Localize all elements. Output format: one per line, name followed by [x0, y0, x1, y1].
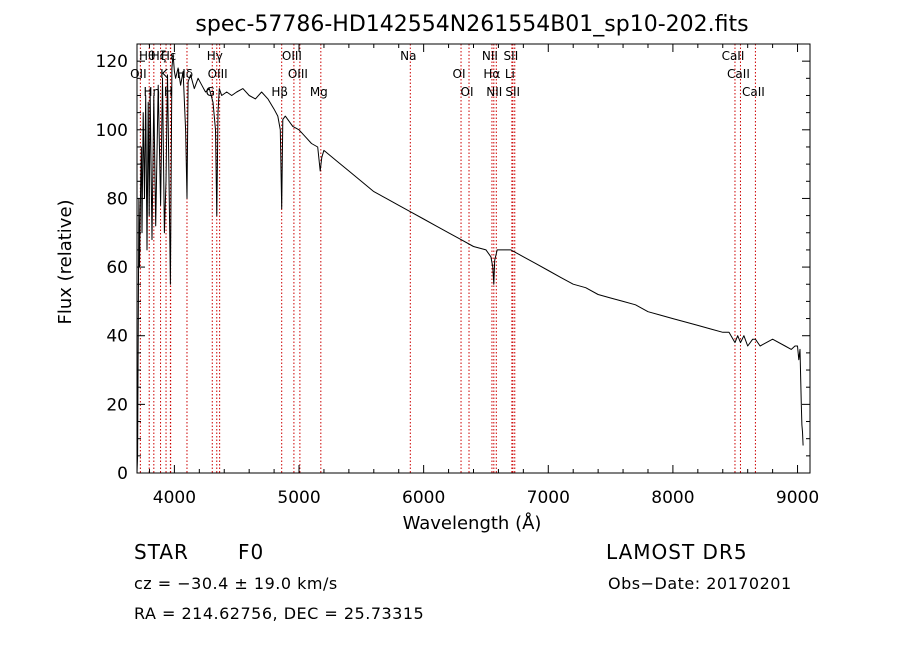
x-axis: 4000 5000 6000 7000 8000 9000	[148, 44, 819, 508]
line-marker-label: Na	[400, 49, 416, 63]
line-marker-label: SII	[504, 49, 519, 63]
chart-title: spec-57786-HD142554N261554B01_sp10-202.f…	[195, 12, 748, 37]
y-axis: 0 20 40 60 80 100 120	[96, 52, 810, 484]
line-marker-label: CaII	[722, 49, 745, 63]
y-axis-label: Flux (relative)	[55, 199, 76, 324]
line-marker-label: Hβ	[271, 85, 288, 99]
object-class: STAR	[134, 540, 189, 564]
y-tick-label: 20	[106, 395, 128, 415]
y-tick-label: 120	[96, 52, 128, 72]
line-marker-label: CaII	[742, 85, 765, 99]
x-tick-label: 6000	[402, 488, 445, 508]
survey-name: LAMOST DR5	[606, 540, 748, 564]
obs-date: Obs−Date: 20170201	[608, 574, 792, 593]
y-tick-label: 100	[96, 121, 128, 141]
spectrum-series	[136, 53, 804, 474]
line-marker-label: Hζ	[151, 49, 167, 63]
line-marker-label: Hθ	[139, 49, 155, 63]
line-marker-label: OIII	[288, 67, 308, 81]
x-tick-label: 8000	[651, 488, 694, 508]
line-markers	[139, 44, 756, 473]
line-marker-label: K	[160, 67, 169, 81]
line-marker-label: Hδ	[177, 67, 193, 81]
spectrum-line	[136, 53, 804, 474]
line-marker-label: H	[164, 85, 173, 99]
y-tick-label: 40	[106, 327, 128, 347]
line-marker-label: Hγ	[207, 49, 223, 63]
x-tick-label: 9000	[776, 488, 819, 508]
plot-frame	[136, 43, 811, 474]
line-marker-label: Li	[505, 67, 515, 81]
line-marker-label: OIII	[208, 67, 228, 81]
object-subclass: F0	[238, 540, 265, 564]
x-tick-label: 4000	[153, 488, 196, 508]
line-marker-label: OII	[130, 67, 147, 81]
line-marker-label: CaII	[727, 67, 750, 81]
coordinates: RA = 214.62756, DEC = 25.73315	[134, 604, 425, 623]
line-marker-label: OI	[453, 67, 466, 81]
redshift-line: cz = −30.4 ± 19.0 km/s	[134, 574, 338, 593]
y-tick-label: 80	[106, 189, 128, 209]
line-marker-labels: HθOIIHηHζKHHεHδGHγOIIIHβOIIIOIIIMgNaOIOI…	[130, 49, 765, 99]
line-marker-label: SII	[505, 85, 520, 99]
line-marker-label: Mg	[310, 85, 328, 99]
line-marker-label: Hα	[483, 67, 500, 81]
x-tick-label: 5000	[277, 488, 320, 508]
line-marker-label: OI	[461, 85, 474, 99]
line-marker-label: OIII	[282, 49, 302, 63]
line-marker-label: NII	[486, 85, 502, 99]
x-axis-label: Wavelength (Å)	[403, 512, 542, 534]
line-marker-label: Hη	[144, 85, 161, 99]
y-tick-label: 0	[117, 464, 128, 484]
line-marker-label: NII	[482, 49, 498, 63]
x-tick-label: 7000	[527, 488, 570, 508]
y-tick-label: 60	[106, 258, 128, 278]
